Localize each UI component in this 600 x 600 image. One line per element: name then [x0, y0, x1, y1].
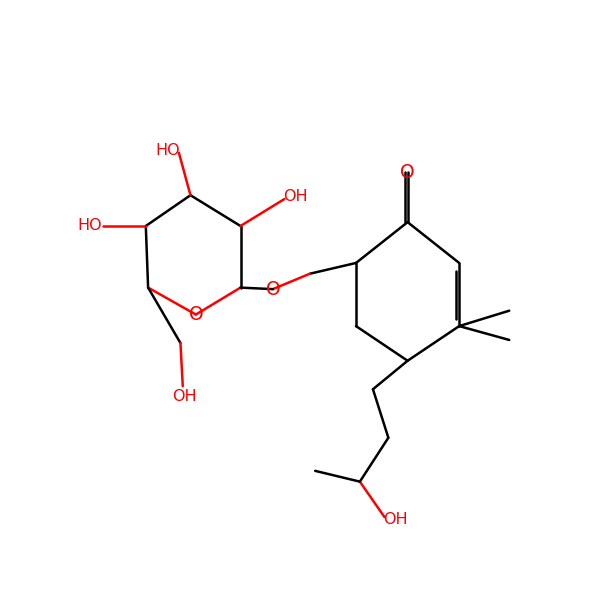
- Text: HO: HO: [156, 143, 181, 158]
- Text: O: O: [400, 163, 415, 182]
- Text: O: O: [266, 280, 280, 299]
- Text: OH: OH: [172, 389, 197, 404]
- Text: HO: HO: [77, 218, 102, 233]
- Text: O: O: [188, 305, 203, 324]
- Text: OH: OH: [283, 189, 307, 204]
- Text: OH: OH: [383, 512, 407, 527]
